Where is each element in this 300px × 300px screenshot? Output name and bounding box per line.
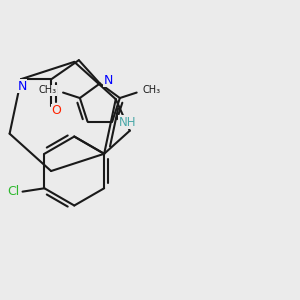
Text: CH₃: CH₃: [39, 85, 57, 95]
Text: O: O: [52, 104, 61, 117]
Text: N: N: [17, 80, 27, 93]
Text: N: N: [103, 74, 113, 87]
Text: CH₃: CH₃: [143, 85, 161, 95]
Text: Cl: Cl: [7, 185, 20, 198]
Text: NH: NH: [119, 116, 136, 129]
